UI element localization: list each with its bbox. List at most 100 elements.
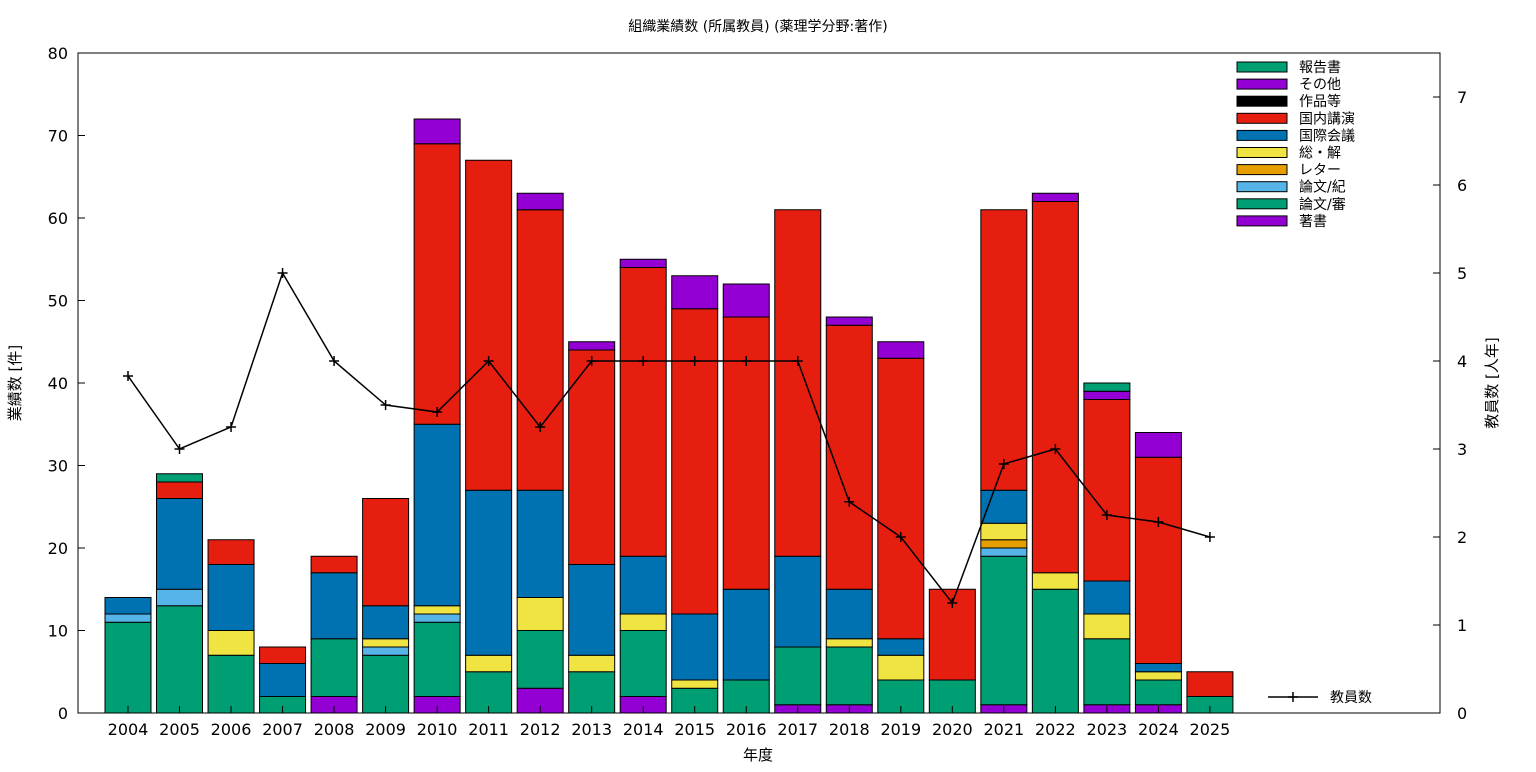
legend-label: 総・解: [1299, 146, 1341, 162]
line-point-marker: [483, 356, 494, 366]
legend-label: 論文/紀: [1299, 180, 1346, 196]
line-point-marker: [535, 422, 546, 432]
bar-segment: [1134, 679, 1182, 706]
bar-segment: [413, 118, 461, 145]
x-tick-label: 2010: [417, 720, 458, 739]
bar-segment: [671, 679, 719, 689]
legend-swatch: [1236, 78, 1288, 90]
bar-segment: [980, 555, 1028, 706]
legend-label: 論文/審: [1299, 197, 1346, 213]
bar-segment: [516, 489, 564, 598]
bar-segment: [1031, 201, 1079, 574]
bar-segment: [259, 663, 307, 697]
teacher-count-line: [123, 268, 1215, 608]
bar-segment: [156, 605, 204, 714]
line-point-marker: [586, 356, 597, 366]
bar-segment: [722, 283, 770, 318]
legend-label: 著書: [1299, 214, 1327, 230]
bar-segment: [516, 192, 564, 211]
legend-swatch: [1236, 147, 1288, 158]
x-tick-label: 2009: [365, 720, 406, 739]
bar-segment: [1031, 588, 1079, 714]
bar-segment: [877, 357, 925, 640]
bar-segment: [877, 638, 925, 656]
bar-segment: [774, 209, 822, 557]
x-tick-label: 2025: [1190, 720, 1231, 739]
legend-swatch: [1236, 181, 1288, 193]
legend-label: 国内講演: [1299, 111, 1355, 127]
bar-segment: [104, 597, 152, 615]
legend-label: 報告書: [1299, 60, 1341, 76]
y-tick-label: 30: [48, 457, 68, 476]
bar-segment: [207, 564, 255, 631]
line-point-marker: [741, 356, 752, 366]
legend-label: 作品等: [1299, 93, 1341, 110]
line-point-marker: [689, 356, 700, 366]
chart-title: 組織業績数 (所属教員) (薬理学分野:著作): [628, 19, 887, 35]
bar-segment: [825, 638, 873, 648]
bar-segment: [1083, 638, 1131, 706]
bar-segment: [310, 638, 358, 697]
bar-segment: [1186, 671, 1234, 697]
y2-axis-label: 教員数 [人年]: [1483, 337, 1501, 428]
bar-segment: [516, 597, 564, 631]
y-axis-label: 業績数 [件]: [6, 345, 24, 421]
y-tick-label: 60: [48, 209, 68, 228]
bar-segment: [465, 654, 513, 673]
bar-segment: [156, 588, 204, 607]
x-axis-label: 年度: [743, 746, 773, 764]
axes-layer: 0 10 20 30 40 50 60 70 80 0 1 2 3 4 5 6 7 2004 2005 2006 200…: [48, 44, 1468, 739]
line-point-marker: [174, 444, 185, 454]
bar-segment: [207, 630, 255, 656]
x-tick-label: 2023: [1087, 720, 1128, 739]
bar-segment: [362, 638, 410, 648]
bar-segment: [156, 473, 204, 483]
y2-tick-label: 2: [1457, 528, 1467, 547]
bar-segment: [825, 646, 873, 706]
legend-swatch: [1236, 215, 1288, 227]
bar-segment: [825, 324, 873, 590]
bar-segment: [207, 539, 255, 565]
legend-swatch: [1236, 95, 1288, 107]
bar-segment: [413, 613, 461, 623]
y2-tick-label: 0: [1457, 704, 1467, 723]
line-point-marker: [123, 370, 133, 381]
bar-segment: [1134, 663, 1182, 673]
bar-segment: [362, 646, 410, 656]
line-point-marker: [432, 407, 443, 418]
x-tick-label: 2004: [108, 720, 149, 739]
legend-swatch: [1236, 112, 1288, 124]
bar-segment: [310, 555, 358, 574]
y2-tick-label: 7: [1457, 88, 1467, 107]
bar-segment: [516, 630, 564, 689]
line-point-marker: [844, 496, 855, 507]
bar-segment: [465, 159, 513, 491]
y-tick-label: 10: [48, 622, 68, 641]
line-point-marker: [1050, 444, 1061, 454]
bar-segment: [671, 308, 719, 615]
y2-tick-label: 5: [1457, 264, 1467, 283]
bar-segment: [1083, 382, 1131, 392]
bar-segment: [774, 646, 822, 706]
line-point-marker: [329, 356, 340, 366]
bar-segment: [1134, 456, 1182, 664]
bar-segment: [1031, 192, 1079, 202]
bar-segment: [568, 341, 616, 351]
bar-segment: [619, 267, 667, 557]
bar-segment: [877, 341, 925, 359]
bar-segment: [413, 423, 461, 607]
bar-segment: [465, 489, 513, 656]
bar-segment: [1134, 432, 1182, 458]
line-series-path: [127, 271, 1211, 605]
bar-segment: [310, 572, 358, 640]
x-tick-label: 2006: [211, 720, 252, 739]
x-tick-label: 2012: [520, 720, 561, 739]
y2-tick-label: 6: [1457, 176, 1467, 195]
bar-segment: [619, 613, 667, 631]
y-tick-label: 40: [48, 374, 68, 393]
x-tick-label: 2011: [468, 720, 509, 739]
bar-segment: [722, 588, 770, 681]
bar-segment: [980, 539, 1028, 549]
